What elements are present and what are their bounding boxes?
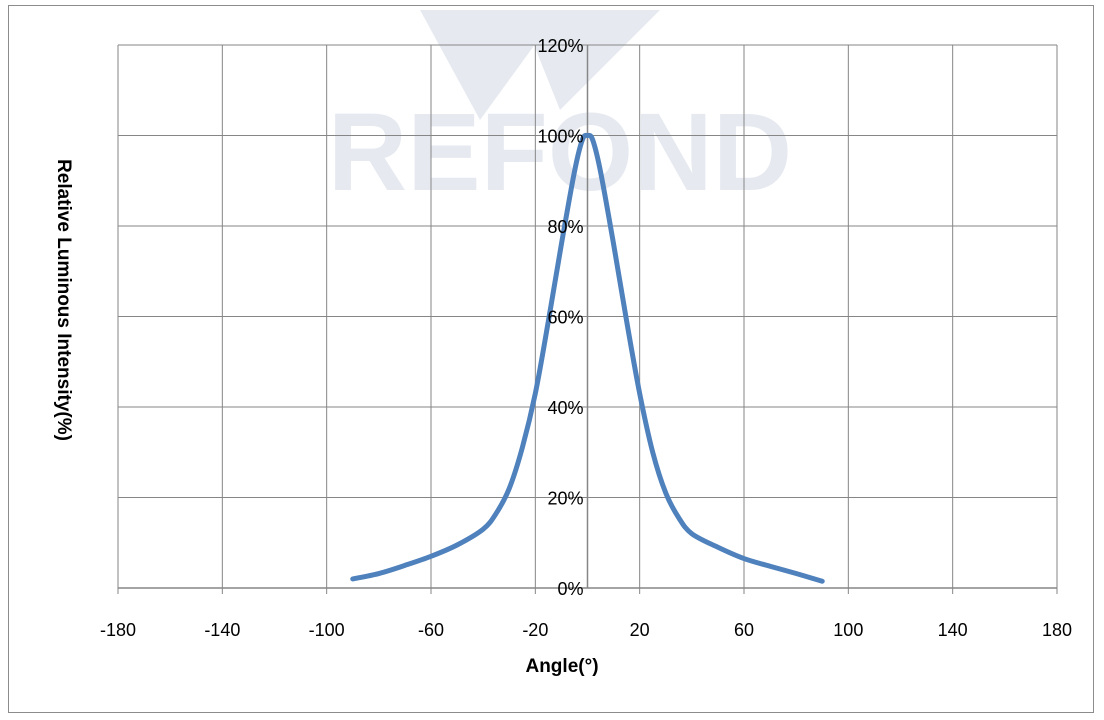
y-tick-label: 80% [547, 217, 583, 237]
tick-labels: -180 -140 -100 -60 -20 20 60 100 140 180 0% 20% 40% 6… [100, 36, 1072, 640]
chart-frame [8, 5, 1094, 713]
x-tick-label: 180 [1042, 620, 1072, 640]
axes [117, 44, 1058, 594]
x-tick-label: 100 [833, 620, 863, 640]
y-tick-label: 40% [547, 398, 583, 418]
y-tick-label: 0% [557, 579, 583, 599]
y-tick-label: 60% [547, 308, 583, 328]
x-axis-title: Angle(°) [525, 656, 598, 677]
x-tick-label: 20 [630, 620, 650, 640]
watermark-text: REFOND [328, 91, 792, 214]
x-tick-label: 60 [734, 620, 754, 640]
x-tick-label: -140 [204, 620, 240, 640]
series-layer [350, 132, 825, 584]
x-tick-label: 140 [938, 620, 968, 640]
x-tick-label: -180 [100, 620, 136, 640]
x-tick-label: -100 [309, 620, 345, 640]
series-line [350, 132, 825, 584]
x-tick-label: -60 [418, 620, 444, 640]
y-axis-title: Relative Luminous Intensity(%) [53, 159, 74, 441]
y-tick-label: 20% [547, 489, 583, 509]
x-tick-label: -20 [522, 620, 548, 640]
y-tick-label: 100% [537, 127, 583, 147]
y-tick-label: 120% [537, 36, 583, 56]
watermark-logo: REFOND [328, 10, 792, 214]
